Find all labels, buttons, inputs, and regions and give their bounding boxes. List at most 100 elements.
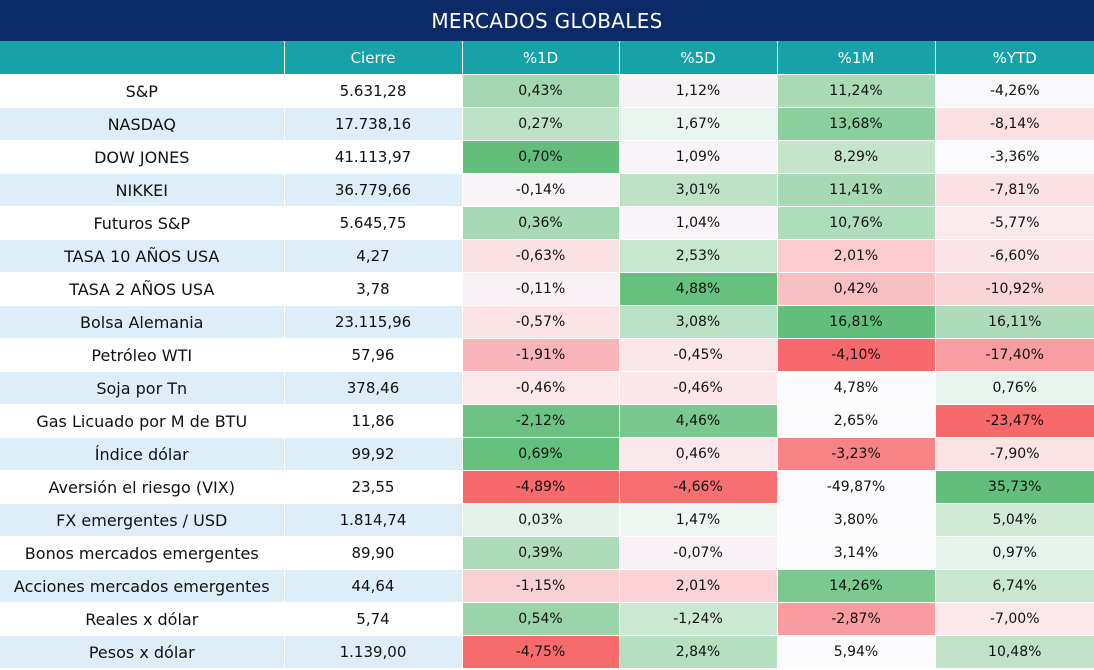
cell-1d: -0,57%: [461, 305, 619, 339]
table-row: Petróleo WTI 57,96 -1,91% -0,45% -4,10% -17,4…: [0, 338, 1094, 372]
cell-1d: 0,03%: [461, 503, 619, 537]
cell-1d: -4,75%: [461, 635, 619, 669]
cell-instrument: Bolsa Alemania: [0, 305, 284, 339]
cell-1m: -3,23%: [776, 437, 935, 471]
cell-cierre: 5.631,28: [283, 74, 462, 108]
cell-1m: -2,87%: [776, 602, 935, 636]
cell-5d: 1,09%: [618, 140, 777, 174]
cell-5d: 2,01%: [618, 569, 777, 603]
header-1d: %1D: [461, 41, 619, 75]
table-row: TASA 2 AÑOS USA 3,78 -0,11% 4,88% 0,42% -10,9…: [0, 272, 1094, 306]
cell-5d: 4,88%: [618, 272, 777, 306]
cell-1m: 2,01%: [776, 239, 935, 273]
cell-ytd: -8,14%: [934, 107, 1094, 141]
cell-instrument: Gas Licuado por M de BTU: [0, 404, 284, 438]
cell-1m: -4,10%: [776, 338, 935, 372]
cell-instrument: Bonos mercados emergentes: [0, 536, 284, 570]
cell-1d: 0,27%: [461, 107, 619, 141]
cell-ytd: 5,04%: [934, 503, 1094, 537]
cell-instrument: Acciones mercados emergentes: [0, 569, 284, 603]
table-row: Bonos mercados emergentes 89,90 0,39% -0,07…: [0, 536, 1094, 570]
header-5d: %5D: [618, 41, 777, 75]
table-row: Aversión el riesgo (VIX) 23,55 -4,89% -4,66…: [0, 470, 1094, 504]
table-row: Gas Licuado por M de BTU 11,86 -2,12% 4,46%…: [0, 404, 1094, 438]
cell-1m: 14,26%: [776, 569, 935, 603]
cell-5d: 2,53%: [618, 239, 777, 273]
cell-1m: 3,80%: [776, 503, 935, 537]
cell-1d: -0,11%: [461, 272, 619, 306]
cell-ytd: -10,92%: [934, 272, 1094, 306]
table-row: Bolsa Alemania 23.115,96 -0,57% 3,08% 16,81%…: [0, 305, 1094, 339]
cell-instrument: NASDAQ: [0, 107, 284, 141]
table-title: MERCADOS GLOBALES: [0, 0, 1094, 41]
cell-cierre: 5,74: [283, 602, 462, 636]
cell-cierre: 23.115,96: [283, 305, 462, 339]
cell-instrument: Pesos x dólar: [0, 635, 284, 669]
cell-5d: -0,07%: [618, 536, 777, 570]
table-row: Índice dólar 99,92 0,69% 0,46% -3,23% -7,90%: [0, 437, 1094, 471]
cell-ytd: 35,73%: [934, 470, 1094, 504]
cell-ytd: -17,40%: [934, 338, 1094, 372]
cell-1d: 0,39%: [461, 536, 619, 570]
cell-ytd: -3,36%: [934, 140, 1094, 174]
cell-instrument: DOW JONES: [0, 140, 284, 174]
header-row: Cierre %1D %5D %1M %YTD: [0, 41, 1094, 75]
cell-ytd: -7,00%: [934, 602, 1094, 636]
cell-5d: 2,84%: [618, 635, 777, 669]
cell-instrument: NIKKEI: [0, 173, 284, 207]
cell-5d: 4,46%: [618, 404, 777, 438]
table-row: Acciones mercados emergentes 44,64 -1,15% 2…: [0, 569, 1094, 603]
table-row: NASDAQ 17.738,16 0,27% 1,67% 13,68% -8,14%: [0, 107, 1094, 141]
cell-instrument: Reales x dólar: [0, 602, 284, 636]
cell-1m: 5,94%: [776, 635, 935, 669]
header-name: [0, 41, 284, 75]
cell-1d: -0,46%: [461, 371, 619, 405]
cell-instrument: TASA 10 AÑOS USA: [0, 239, 284, 273]
cell-ytd: -4,26%: [934, 74, 1094, 108]
cell-ytd: 0,97%: [934, 536, 1094, 570]
cell-1m: 2,65%: [776, 404, 935, 438]
cell-1m: 11,41%: [776, 173, 935, 207]
cell-5d: 1,04%: [618, 206, 777, 240]
cell-5d: 3,01%: [618, 173, 777, 207]
cell-5d: 1,12%: [618, 74, 777, 108]
cell-1m: 13,68%: [776, 107, 935, 141]
cell-ytd: -5,77%: [934, 206, 1094, 240]
cell-ytd: -6,60%: [934, 239, 1094, 273]
cell-cierre: 5.645,75: [283, 206, 462, 240]
cell-instrument: Aversión el riesgo (VIX): [0, 470, 284, 504]
header-1m: %1M: [776, 41, 935, 75]
cell-cierre: 89,90: [283, 536, 462, 570]
cell-cierre: 23,55: [283, 470, 462, 504]
cell-5d: 1,47%: [618, 503, 777, 537]
table-row: TASA 10 AÑOS USA 4,27 -0,63% 2,53% 2,01% -6,6…: [0, 239, 1094, 273]
table-body: S&P 5.631,28 0,43% 1,12% 11,24% -4,26% NASDAQ 1…: [0, 74, 1094, 669]
cell-1d: -0,63%: [461, 239, 619, 273]
cell-1m: -49,87%: [776, 470, 935, 504]
cell-cierre: 17.738,16: [283, 107, 462, 141]
cell-1d: -1,15%: [461, 569, 619, 603]
cell-ytd: -7,81%: [934, 173, 1094, 207]
table-row: Soja por Tn 378,46 -0,46% -0,46% 4,78% 0,76%: [0, 371, 1094, 405]
cell-1d: 0,36%: [461, 206, 619, 240]
table-row: Pesos x dólar 1.139,00 -4,75% 2,84% 5,94% 10,…: [0, 635, 1094, 669]
cell-1m: 8,29%: [776, 140, 935, 174]
header-cierre: Cierre: [283, 41, 462, 75]
cell-cierre: 1.139,00: [283, 635, 462, 669]
cell-5d: 1,67%: [618, 107, 777, 141]
cell-5d: -1,24%: [618, 602, 777, 636]
cell-1d: 0,54%: [461, 602, 619, 636]
table-row: FX emergentes / USD 1.814,74 0,03% 1,47% 3,8…: [0, 503, 1094, 537]
cell-cierre: 44,64: [283, 569, 462, 603]
cell-cierre: 99,92: [283, 437, 462, 471]
cell-ytd: 6,74%: [934, 569, 1094, 603]
cell-cierre: 378,46: [283, 371, 462, 405]
cell-instrument: Soja por Tn: [0, 371, 284, 405]
cell-ytd: -23,47%: [934, 404, 1094, 438]
cell-5d: -0,46%: [618, 371, 777, 405]
cell-1m: 16,81%: [776, 305, 935, 339]
table-row: DOW JONES 41.113,97 0,70% 1,09% 8,29% -3,36%: [0, 140, 1094, 174]
cell-instrument: TASA 2 AÑOS USA: [0, 272, 284, 306]
cell-1d: -1,91%: [461, 338, 619, 372]
